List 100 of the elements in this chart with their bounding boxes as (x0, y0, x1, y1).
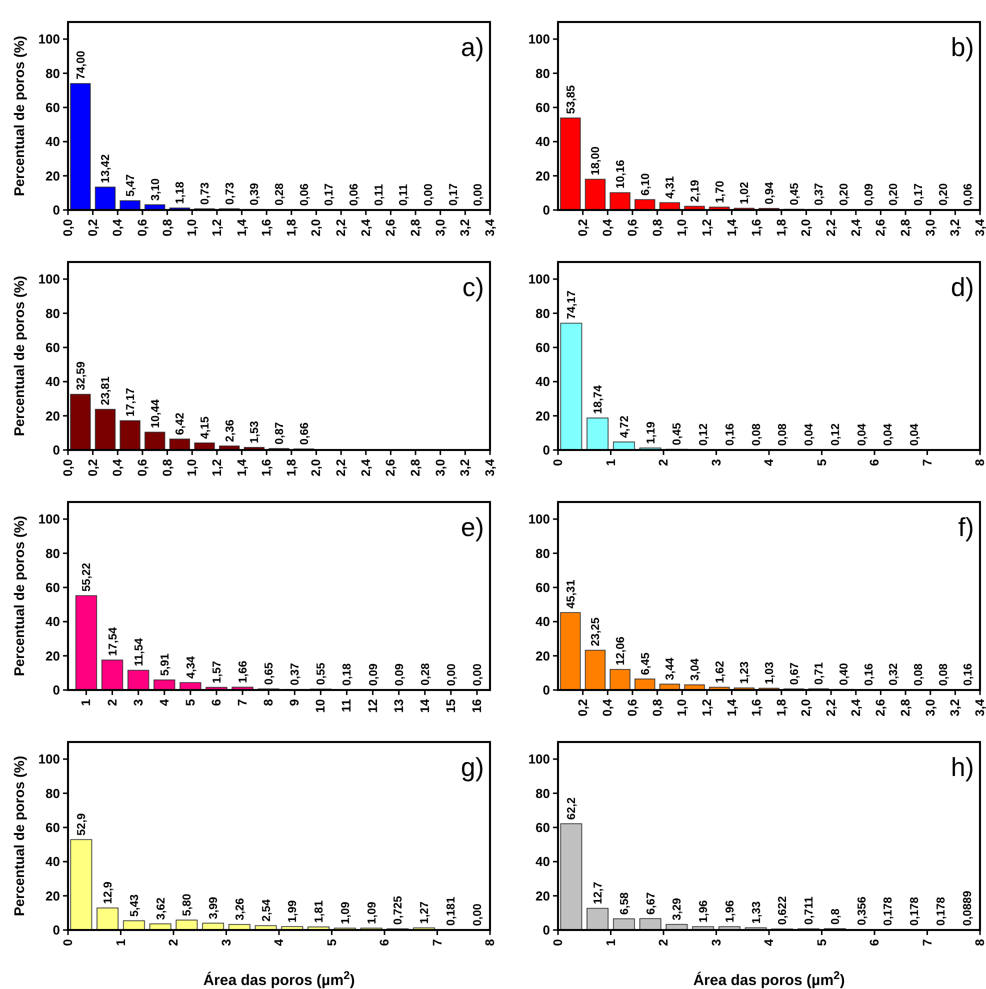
data-label: 1,81 (314, 900, 326, 923)
data-label: 5,80 (182, 894, 194, 916)
x-tick-label: 1 (604, 458, 618, 466)
x-tick-label: 2,6 (384, 218, 398, 236)
x-tick-label: 1,8 (774, 698, 788, 716)
x-tick-label: 2,2 (334, 458, 348, 476)
data-label: 1,19 (645, 422, 658, 444)
x-tick-label: 0,8 (160, 218, 174, 236)
x-tick-label: 2,0 (799, 698, 814, 716)
y-tick-label: 0 (542, 202, 550, 218)
y-tick-label: 20 (536, 168, 550, 184)
y-tick-label: 100 (528, 272, 550, 287)
data-label: 6,10 (640, 173, 652, 196)
x-tick-label: 0,6 (135, 458, 150, 476)
x-tick-label: 6 (378, 938, 392, 946)
y-axis-title: Percentual de poros (%) (11, 756, 27, 916)
data-label: 0,178 (882, 896, 895, 926)
data-label: 0,20 (888, 183, 900, 206)
data-label: 32,59 (75, 362, 88, 390)
data-label: 0,09 (394, 663, 406, 686)
data-label: 0,622 (777, 896, 790, 925)
x-tick-label: 3,2 (948, 698, 962, 716)
y-tick-label: 40 (536, 614, 550, 630)
y-axis-title: Percentual de poros (%) (11, 276, 27, 436)
x-tick-label: 2,8 (898, 218, 913, 236)
x-tick-label: 3,2 (458, 218, 472, 236)
y-tick-label: 20 (46, 648, 60, 664)
data-label: 0,17 (448, 183, 460, 206)
data-label: 0,06 (962, 184, 975, 206)
x-tick-label: 0,8 (160, 458, 174, 476)
data-label: 1,18 (174, 180, 187, 204)
data-label: 13,42 (100, 154, 112, 184)
data-label: 0,08 (777, 422, 790, 446)
x-tick-label: 0,4 (110, 218, 125, 236)
x-tick-label: 3,2 (458, 458, 472, 476)
y-tick-label: 60 (46, 580, 60, 596)
y-tick-label: 80 (536, 546, 550, 561)
x-tick-label: 1,6 (260, 218, 274, 236)
x-tick-label: 2,4 (848, 218, 863, 236)
data-label: 55,22 (81, 562, 94, 592)
x-tick-label: 1,2 (210, 218, 224, 236)
data-label: 10,44 (150, 398, 162, 428)
x-axis-title: Área das poros (µm$^{2}$) (203, 970, 355, 989)
x-tick-label: 2,8 (898, 698, 913, 716)
data-label: 0,87 (274, 422, 286, 445)
x-tick-label: 1,4 (724, 218, 739, 236)
x-tick-label: 0 (61, 938, 75, 946)
y-tick-label: 100 (528, 512, 550, 527)
y-tick-label: 20 (46, 408, 60, 424)
data-label: 0,178 (935, 896, 948, 926)
x-tick-label: 5 (814, 938, 829, 946)
data-label: 0,65 (264, 662, 276, 685)
x-tick-label: 2,2 (824, 218, 838, 236)
x-tick-label: 2,4 (358, 458, 373, 476)
data-label: 0,45 (788, 182, 801, 206)
x-tick-label: 4 (762, 458, 776, 466)
x-tick-label: 12 (366, 698, 380, 713)
x-tick-label: 7 (236, 698, 250, 706)
x-tick-label: 2 (166, 938, 180, 946)
data-label: 17,54 (107, 626, 120, 656)
chart-title: h) (950, 752, 974, 782)
y-tick-label: 40 (536, 374, 550, 390)
data-label: 4,34 (185, 656, 198, 679)
data-label: 12,06 (615, 636, 628, 666)
x-tick-label: 8 (973, 938, 986, 946)
x-tick-label: 0 (551, 938, 565, 946)
chart-title: g) (460, 752, 484, 782)
x-tick-label: 1,0 (185, 458, 200, 476)
y-tick-label: 60 (536, 340, 550, 356)
y-tick-label: 0 (52, 202, 60, 218)
x-tick-label: 4 (272, 938, 286, 946)
x-tick-label: 8 (973, 458, 986, 466)
x-tick-label: 1,6 (260, 458, 274, 476)
x-tick-label: 3,0 (433, 218, 448, 236)
data-label: 3,62 (155, 897, 168, 920)
data-label: 0,12 (698, 423, 710, 446)
data-label: 0,20 (838, 183, 850, 206)
x-tick-label: 2,6 (384, 458, 398, 476)
data-label: 1,70 (714, 180, 726, 204)
y-tick-label: 40 (46, 374, 60, 390)
data-label: 5,43 (128, 894, 141, 917)
x-tick-label: 0,4 (600, 698, 615, 716)
x-tick-label: 3,0 (923, 218, 938, 236)
data-label: 0,45 (672, 422, 684, 446)
data-label: 0,08 (912, 662, 925, 686)
data-label: 12,7 (592, 882, 605, 904)
x-tick-label: 3 (219, 938, 234, 946)
data-label: 0,28 (274, 182, 286, 206)
x-tick-label: 6 (868, 938, 882, 946)
data-label: 62,2 (566, 797, 578, 820)
data-label: 0,12 (830, 423, 842, 446)
x-tick-label: 5 (183, 698, 198, 706)
x-tick-label: 3,4 (483, 218, 497, 236)
data-label: 0,55 (316, 662, 328, 686)
data-label: 23,81 (100, 376, 112, 406)
y-axis-title: Percentual de poros (%) (11, 36, 27, 196)
x-tick-label: 2,2 (824, 698, 838, 716)
x-tick-label: 7 (430, 938, 444, 946)
data-label: 1,23 (739, 662, 752, 684)
data-label: 4,15 (200, 416, 212, 439)
